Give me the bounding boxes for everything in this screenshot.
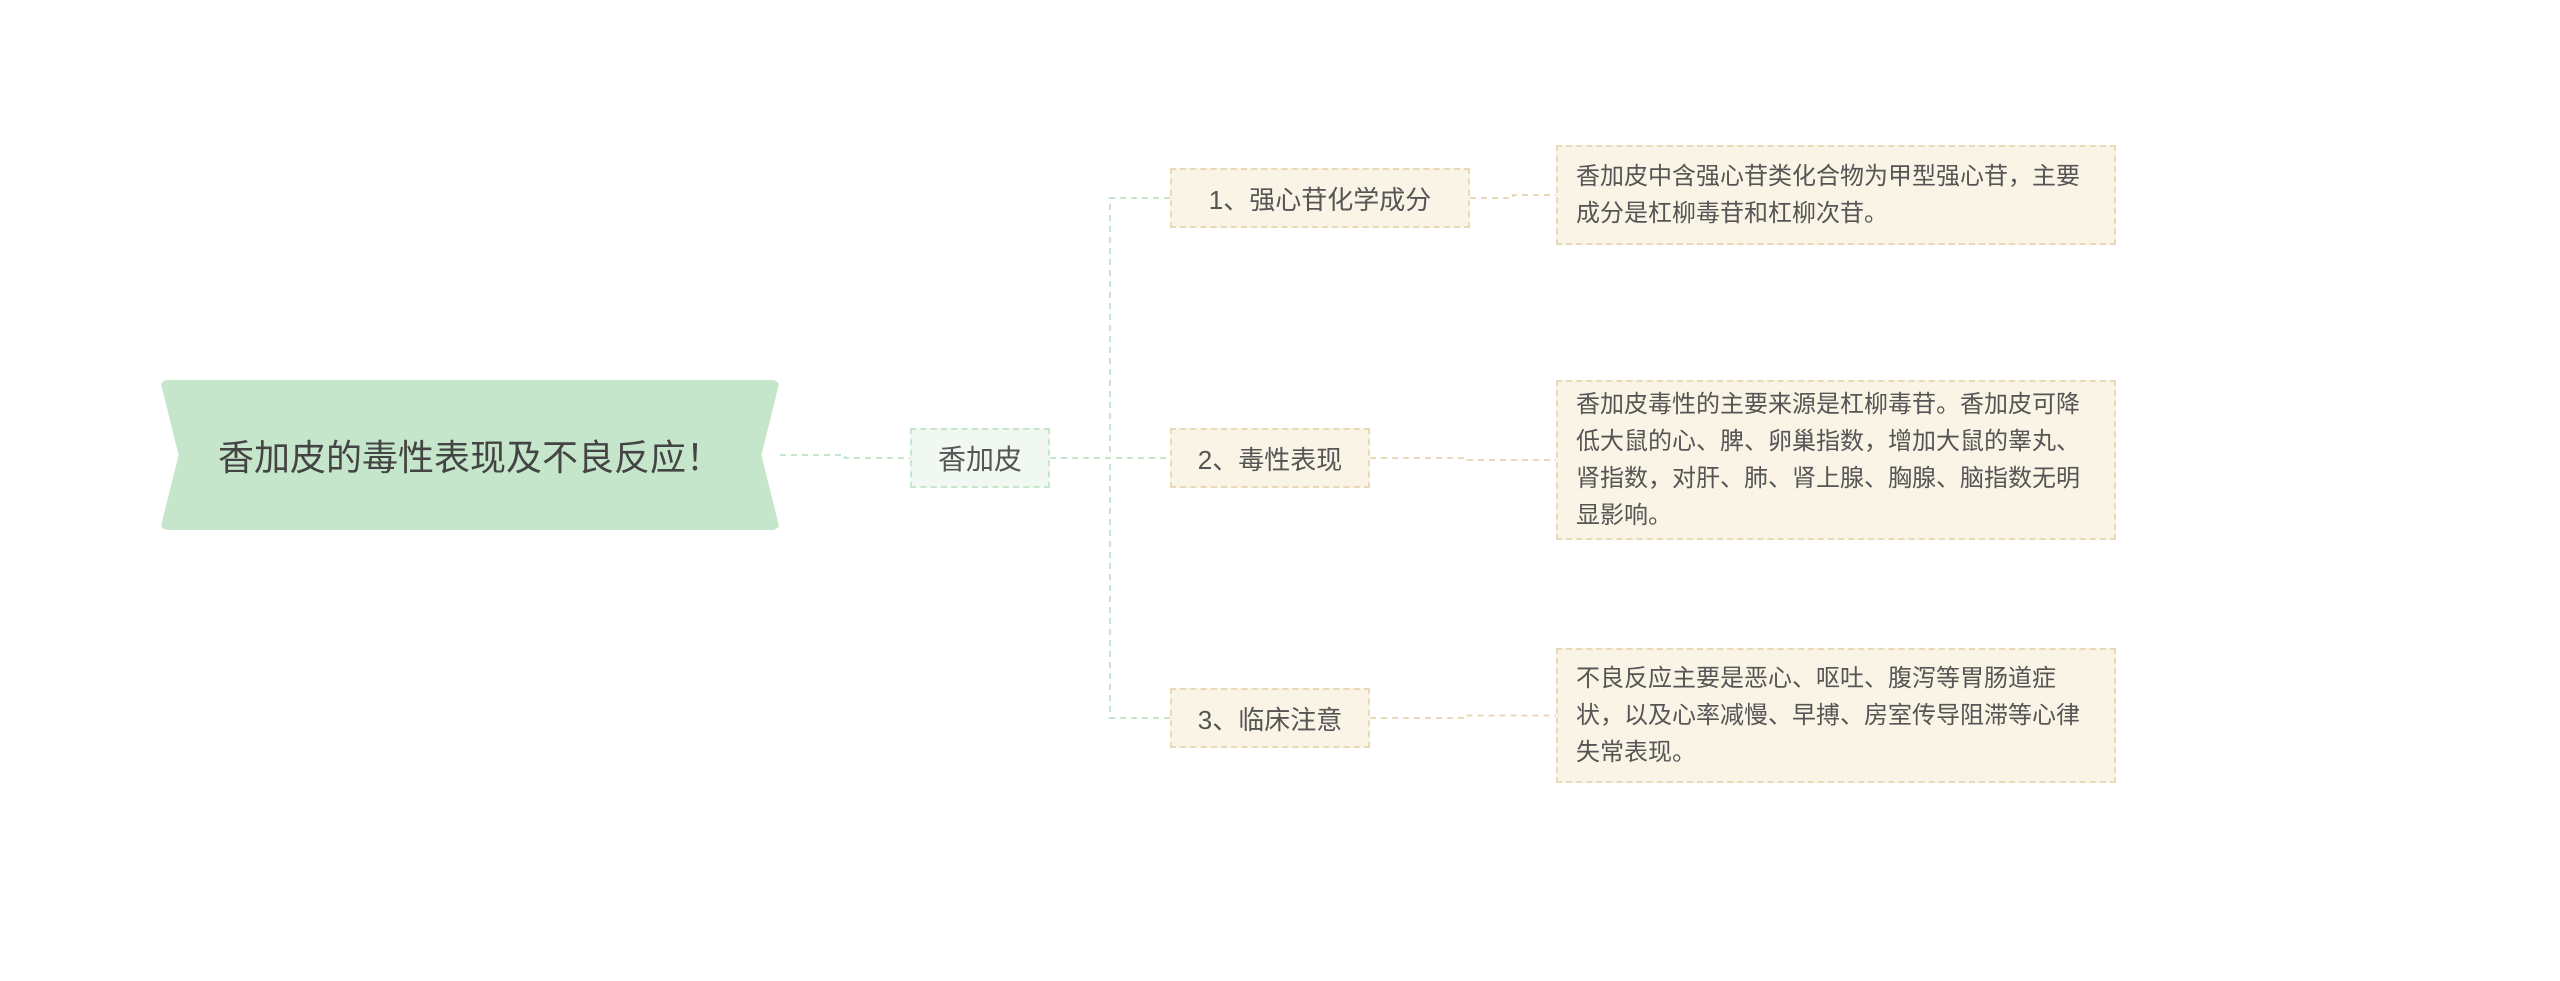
branch-label-1: 1、强心苷化学成分 (1170, 168, 1470, 228)
branch-label-3-text: 3、临床注意 (1198, 700, 1342, 737)
root-node: 香加皮的毒性表现及不良反应！ (160, 380, 780, 530)
branch-label-1-text: 1、强心苷化学成分 (1209, 180, 1431, 217)
branch-detail-1: 香加皮中含强心苷类化合物为甲型强心苷，主要成分是杠柳毒苷和杠柳次苷。 (1556, 145, 2116, 245)
branch-label-2: 2、毒性表现 (1170, 428, 1370, 488)
level2-node: 香加皮 (910, 428, 1050, 488)
branch-detail-3-text: 不良反应主要是恶心、呕吐、腹泻等胃肠道症状，以及心率减慢、早搏、房室传导阻滞等心… (1576, 660, 2096, 772)
branch-detail-2: 香加皮毒性的主要来源是杠柳毒苷。香加皮可降低大鼠的心、脾、卵巢指数，增加大鼠的睾… (1556, 380, 2116, 540)
branch-label-3: 3、临床注意 (1170, 688, 1370, 748)
branch-detail-1-text: 香加皮中含强心苷类化合物为甲型强心苷，主要成分是杠柳毒苷和杠柳次苷。 (1576, 158, 2096, 232)
level2-text: 香加皮 (938, 438, 1022, 478)
branch-detail-2-text: 香加皮毒性的主要来源是杠柳毒苷。香加皮可降低大鼠的心、脾、卵巢指数，增加大鼠的睾… (1576, 386, 2096, 535)
branch-label-2-text: 2、毒性表现 (1198, 440, 1342, 477)
branch-detail-3: 不良反应主要是恶心、呕吐、腹泻等胃肠道症状，以及心率减慢、早搏、房室传导阻滞等心… (1556, 648, 2116, 783)
root-text: 香加皮的毒性表现及不良反应！ (218, 429, 722, 481)
